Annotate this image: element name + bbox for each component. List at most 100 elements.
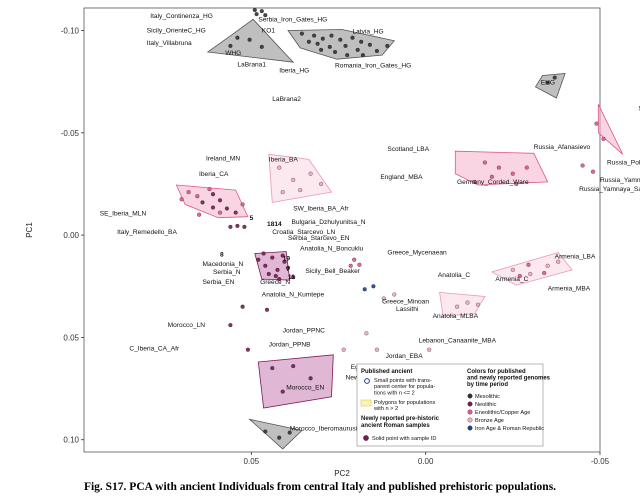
- label-germany-corded-ware: Germany_Corded_Ware: [457, 179, 529, 186]
- polygon-morocco-en: [257, 354, 334, 409]
- label-scotland-lba: Scotland_LBA: [387, 146, 429, 153]
- point-mesolithic-13: [350, 35, 355, 40]
- label-croatia-starcevo-ln: Croatia_Starcevo_LN: [272, 229, 335, 236]
- point-mesolithic-30: [263, 429, 268, 434]
- point-bronze-12: [475, 302, 481, 307]
- point-eneolithic-19: [357, 262, 362, 267]
- legend-solid-point-icon: [363, 435, 369, 441]
- label-iberia-ca: Iberia_CA: [199, 171, 229, 178]
- point-eneolithic-5: [240, 202, 245, 207]
- label-lebanon-canaanite-mba: Lebanon_Canaanite_MBA: [419, 338, 497, 345]
- y-tick-label: 0.10: [63, 436, 79, 445]
- point-mesolithic-29: [277, 435, 282, 440]
- point-neolithic-7: [263, 263, 268, 268]
- point-neolithic-25: [228, 323, 233, 328]
- point-neolithic-16: [291, 275, 296, 280]
- point-mesolithic-18: [343, 43, 348, 48]
- legend-period-iron: Iron Age & Roman Republic: [475, 426, 544, 432]
- point-bronze-8: [545, 263, 550, 268]
- label-romania-iron-gates-hg: Romania_Iron_Gates_HG: [335, 62, 411, 69]
- point-eneolithic-2: [195, 194, 200, 199]
- point-neolithic-2: [200, 200, 205, 205]
- label-serbia-en: Serbia_EN: [203, 279, 235, 286]
- label-armenia-mba: Armenia_MBA: [548, 285, 591, 292]
- label-ko1: KO1: [262, 28, 276, 35]
- label-serbia-starcevo-en: Serbia_Starcevo_EN: [288, 235, 350, 242]
- label-england-mba: England_MBA: [380, 174, 423, 181]
- label-macedonia-n: Macedonia_N: [203, 261, 244, 268]
- label-c-iberia-ca-afr: C_Iberia_CA_Afr: [129, 346, 180, 353]
- point-eneolithic-23: [517, 273, 522, 279]
- point-bronze-9: [556, 259, 561, 264]
- point-eneolithic-10: [489, 174, 494, 179]
- legend: Published ancient Small points with trans…: [356, 363, 551, 447]
- sample-id-5: 5: [250, 215, 254, 222]
- label-labrana1: LaBrana1: [237, 61, 266, 68]
- label-russia-poltavka: Russia_Poltavka: [607, 160, 640, 167]
- point-neolithic-8: [270, 255, 275, 260]
- point-neolithic-5: [210, 205, 216, 210]
- label-anatolia-c: Anatolia_C: [438, 272, 470, 279]
- point-bronze-14: [392, 292, 397, 297]
- point-mesolithic-0: [252, 7, 257, 13]
- label-italy-villabruna: Italy_Villabruna: [147, 40, 192, 47]
- point-neolithic-9: [275, 267, 280, 272]
- point-neolithic-6: [256, 257, 261, 262]
- legend-colors-title: by time period: [467, 382, 508, 388]
- sample-id-11: 11: [288, 274, 295, 281]
- x-tick-label: 0.00: [418, 457, 434, 466]
- point-eneolithic-12: [472, 179, 477, 184]
- point-mesolithic-28: [552, 75, 557, 80]
- label-iberia-hg: Iberia_HG: [279, 67, 309, 74]
- point-bronze-17: [364, 331, 369, 336]
- point-eneolithic-4: [217, 210, 223, 215]
- legend-period-eneolithic: Eneolithic/Copper Age: [475, 410, 530, 416]
- point-bronze-5: [319, 181, 324, 187]
- point-mesolithic-16: [315, 41, 320, 46]
- legend-period-bronze: Bronze Age: [475, 418, 504, 424]
- label-steppe-eneolithic: Steppe_Eneolithic: [638, 105, 640, 112]
- point-neolithic-11: [266, 271, 271, 277]
- point-eneolithic-14: [594, 121, 599, 126]
- sample-id-1814: 1814: [267, 221, 282, 228]
- legend-small-points-text: tions with n <= 2: [374, 390, 415, 396]
- point-neolithic-18: [240, 304, 245, 309]
- figure-caption: Fig. S17. PCA with ancient Individuals f…: [84, 481, 556, 493]
- point-neolithic-14: [261, 251, 266, 256]
- point-neolithic-31: [242, 224, 247, 229]
- point-neolithic-10: [282, 259, 287, 264]
- legend-newly-title: Newly reported pre-historic: [361, 416, 440, 422]
- point-eneolithic-21: [526, 262, 531, 267]
- point-mesolithic-22: [319, 47, 324, 52]
- point-bronze-10: [465, 300, 470, 305]
- label-russia-yamnaya-samara: Russia_Yamnaya_Samara: [579, 186, 640, 193]
- y-axis-title: PC1: [25, 222, 34, 238]
- polygon-iberia-ba: [268, 153, 333, 203]
- point-neolithic-15: [285, 265, 291, 270]
- label-jordan-ppnb: Jordan_PPNB: [269, 342, 311, 349]
- point-iron-0: [371, 284, 376, 289]
- legend-small-points-text: Small points with trans-: [374, 378, 432, 384]
- point-mesolithic-11: [329, 33, 334, 38]
- legend-period-swatch: [467, 417, 473, 423]
- legend-small-points-text: parent center for popula-: [374, 384, 435, 390]
- label-sw-iberia-ba-afr: SW_Iberia_BA_Afr: [293, 206, 349, 213]
- legend-colors-title: and newly reported genomes: [467, 376, 551, 382]
- point-bronze-16: [374, 347, 379, 352]
- point-mesolithic-10: [320, 36, 325, 41]
- point-bronze-2: [298, 188, 303, 193]
- point-eneolithic-17: [590, 169, 596, 174]
- point-bronze-15: [427, 347, 432, 352]
- label-ehg: EHG: [541, 80, 555, 87]
- label-greece-n: Greece_N: [260, 279, 290, 286]
- point-mesolithic-12: [338, 37, 343, 42]
- point-neolithic-17: [277, 277, 282, 282]
- polygon-ehg: [534, 73, 566, 99]
- polygon-central-cluster: [254, 251, 291, 281]
- point-mesolithic-20: [332, 49, 338, 55]
- sample-id-19: 19: [283, 256, 291, 263]
- point-bronze-13: [381, 296, 386, 301]
- point-bronze-0: [277, 165, 282, 170]
- legend-box: [356, 363, 544, 447]
- point-bronze-3: [280, 190, 285, 195]
